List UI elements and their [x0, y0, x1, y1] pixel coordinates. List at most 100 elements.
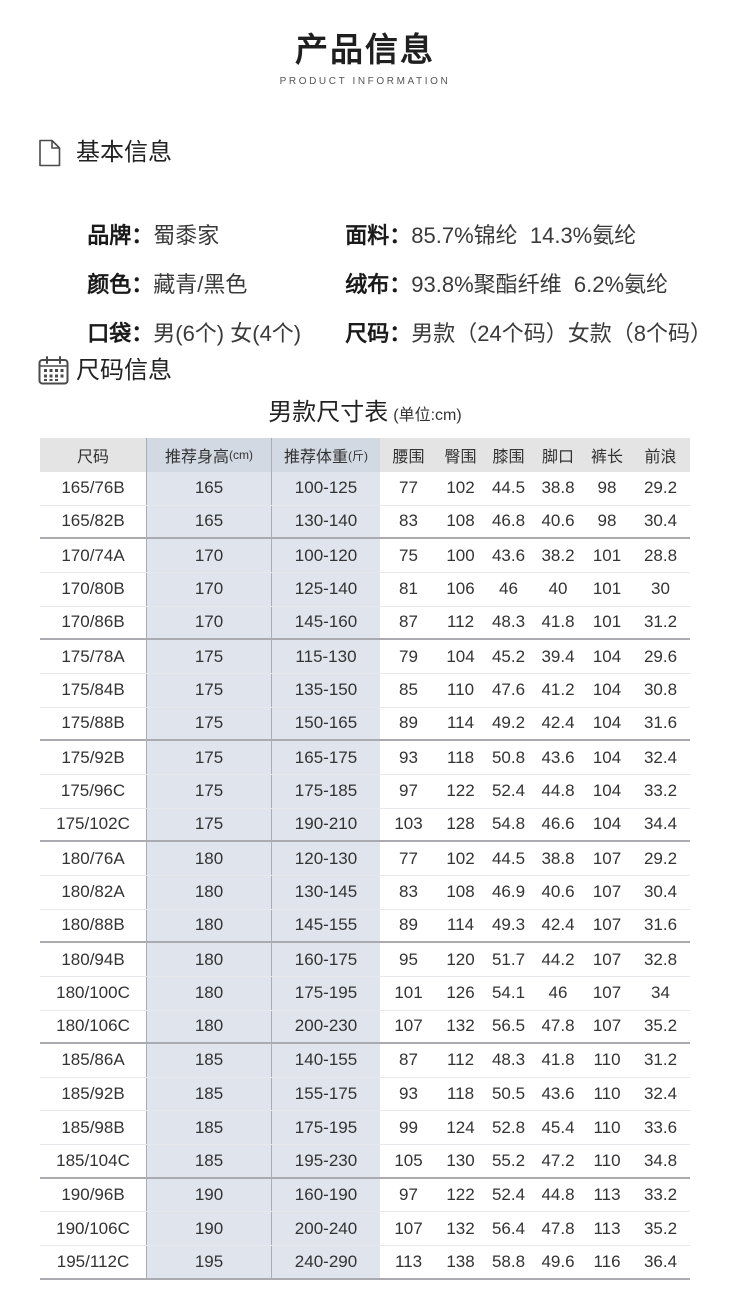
rise-cell: 31.6 — [643, 713, 678, 733]
waist-cell: 83 — [399, 511, 418, 531]
size-cell: 195/112C — [40, 1246, 147, 1278]
hem-cell: 41.8 — [541, 612, 575, 632]
knee-cell: 51.7 — [491, 949, 526, 969]
table-row: 190/96B 190 160-190 97 122 52.4 44.8 113 33.2 — [40, 1178, 690, 1213]
hem-cell: 44.8 — [541, 1185, 575, 1205]
size-cell: 190/96B — [40, 1178, 147, 1212]
rise-cell: 29.2 — [643, 848, 678, 868]
length-cell: 110 — [593, 1117, 621, 1137]
waist-cell: 87 — [399, 612, 418, 632]
knee-cell: 54.1 — [491, 983, 526, 1003]
waist-cell: 87 — [399, 1050, 418, 1070]
size-cell: 180/88B — [40, 909, 147, 942]
length-cell: 104 — [592, 713, 622, 733]
height-cell: 190 — [147, 1178, 272, 1212]
knee-cell: 55.2 — [491, 1150, 526, 1170]
weight-cell: 155-175 — [272, 1077, 380, 1111]
height-cell: 175 — [147, 741, 272, 774]
length-cell: 98 — [597, 511, 617, 531]
knee-cell: 49.3 — [491, 915, 526, 935]
hip-cell: 100 — [446, 545, 475, 565]
height-cell: 165 — [147, 505, 272, 538]
lining-label: 绒布： — [345, 272, 412, 297]
height-cell: 180 — [147, 976, 272, 1010]
rise-cell: 33.2 — [643, 1185, 678, 1205]
size-cell: 170/86B — [40, 606, 147, 639]
waist-cell: 77 — [399, 478, 418, 498]
size-cell: 175/96C — [40, 774, 147, 808]
length-cell: 107 — [592, 983, 622, 1003]
rise-cell: 32.8 — [643, 949, 678, 969]
pocket-field: 口袋：男(6个) 女(4个) — [75, 289, 301, 349]
knee-cell: 46.9 — [491, 882, 526, 902]
rise-cell: 32.4 — [643, 747, 678, 767]
weight-cell: 175-195 — [272, 976, 380, 1010]
knee-cell: 52.8 — [491, 1117, 526, 1137]
length-cell: 104 — [592, 781, 622, 801]
hem-cell: 40 — [548, 579, 568, 599]
height-cell: 170 — [147, 572, 272, 606]
column-header-label: 推荐体重 — [283, 449, 348, 466]
basic-info-heading: 基本信息 — [76, 139, 172, 166]
weight-cell: 160-175 — [272, 943, 380, 976]
table-row: 175/96C 175 175-185 97 122 52.4 44.8 104 33.2 — [40, 774, 690, 809]
length-cell: 107 — [592, 915, 622, 935]
column-header-label: 臀围 — [444, 449, 477, 466]
table-unit: (单位:cm) — [393, 407, 462, 424]
weight-cell: 115-130 — [272, 640, 380, 673]
hip-cell: 122 — [446, 1185, 475, 1205]
weight-cell: 175-195 — [272, 1111, 380, 1145]
hip-cell: 128 — [446, 814, 475, 834]
size-cell: 185/104C — [40, 1145, 147, 1177]
table-row: 165/76B 165 100-125 77 102 44.5 38.8 98 29.2 — [40, 472, 690, 506]
height-cell: 175 — [147, 673, 272, 707]
hem-cell: 39.4 — [541, 646, 575, 666]
fabric-value: 85.7%锦纶 14.3%氨纶 — [411, 223, 637, 248]
knee-cell: 49.2 — [491, 713, 526, 733]
waist-cell: 75 — [399, 545, 418, 565]
size-range-field: 尺码：男款（24个码）女款（8个码） — [333, 289, 712, 349]
lining-value: 93.8%聚酯纤维 6.2%氨纶 — [411, 272, 668, 297]
rise-cell: 31.2 — [643, 612, 678, 632]
rise-cell: 35.2 — [643, 1016, 678, 1036]
calendar-icon — [38, 356, 69, 385]
length-cell: 101 — [592, 579, 622, 599]
column-header-size: 尺码 — [40, 438, 147, 472]
knee-cell: 50.8 — [491, 747, 526, 767]
color-value: 藏青/黑色 — [153, 272, 248, 297]
page-subtitle: PRODUCT INFORMATION — [279, 76, 451, 87]
hip-cell: 114 — [446, 713, 475, 733]
hem-cell: 46.6 — [541, 814, 575, 834]
height-cell: 180 — [147, 875, 272, 909]
document-icon — [39, 139, 61, 167]
knee-cell: 44.5 — [491, 478, 526, 498]
weight-cell: 145-155 — [272, 909, 380, 942]
pocket-value: 男(6个) 女(4个) — [153, 321, 302, 346]
rise-cell: 33.2 — [643, 781, 678, 801]
rise-cell: 32.4 — [643, 1084, 678, 1104]
knee-cell: 45.2 — [491, 646, 526, 666]
size-cell: 175/88B — [40, 707, 147, 740]
knee-cell: 52.4 — [491, 781, 526, 801]
hem-cell: 46 — [548, 983, 568, 1003]
height-cell: 170 — [147, 606, 272, 639]
size-cell: 165/76B — [40, 472, 147, 505]
weight-cell: 175-185 — [272, 774, 380, 808]
column-header-hem: 脚口 — [533, 438, 583, 472]
hem-cell: 47.8 — [541, 1218, 575, 1238]
column-header-label: 腰围 — [392, 449, 425, 466]
height-cell: 180 — [147, 943, 272, 976]
rise-cell: 35.2 — [643, 1218, 678, 1238]
weight-cell: 100-125 — [272, 472, 380, 505]
column-header-label: 脚口 — [541, 449, 574, 466]
hip-cell: 120 — [446, 949, 475, 969]
size-cell: 185/86A — [40, 1044, 147, 1077]
height-cell: 175 — [147, 640, 272, 673]
rise-cell: 34.8 — [643, 1150, 678, 1170]
weight-cell: 200-240 — [272, 1212, 380, 1246]
height-cell: 185 — [147, 1077, 272, 1111]
weight-cell: 120-130 — [272, 842, 380, 875]
column-header-unit: (斤) — [348, 448, 368, 463]
column-header-unit: (cm) — [229, 448, 253, 462]
knee-cell: 48.3 — [491, 612, 526, 632]
